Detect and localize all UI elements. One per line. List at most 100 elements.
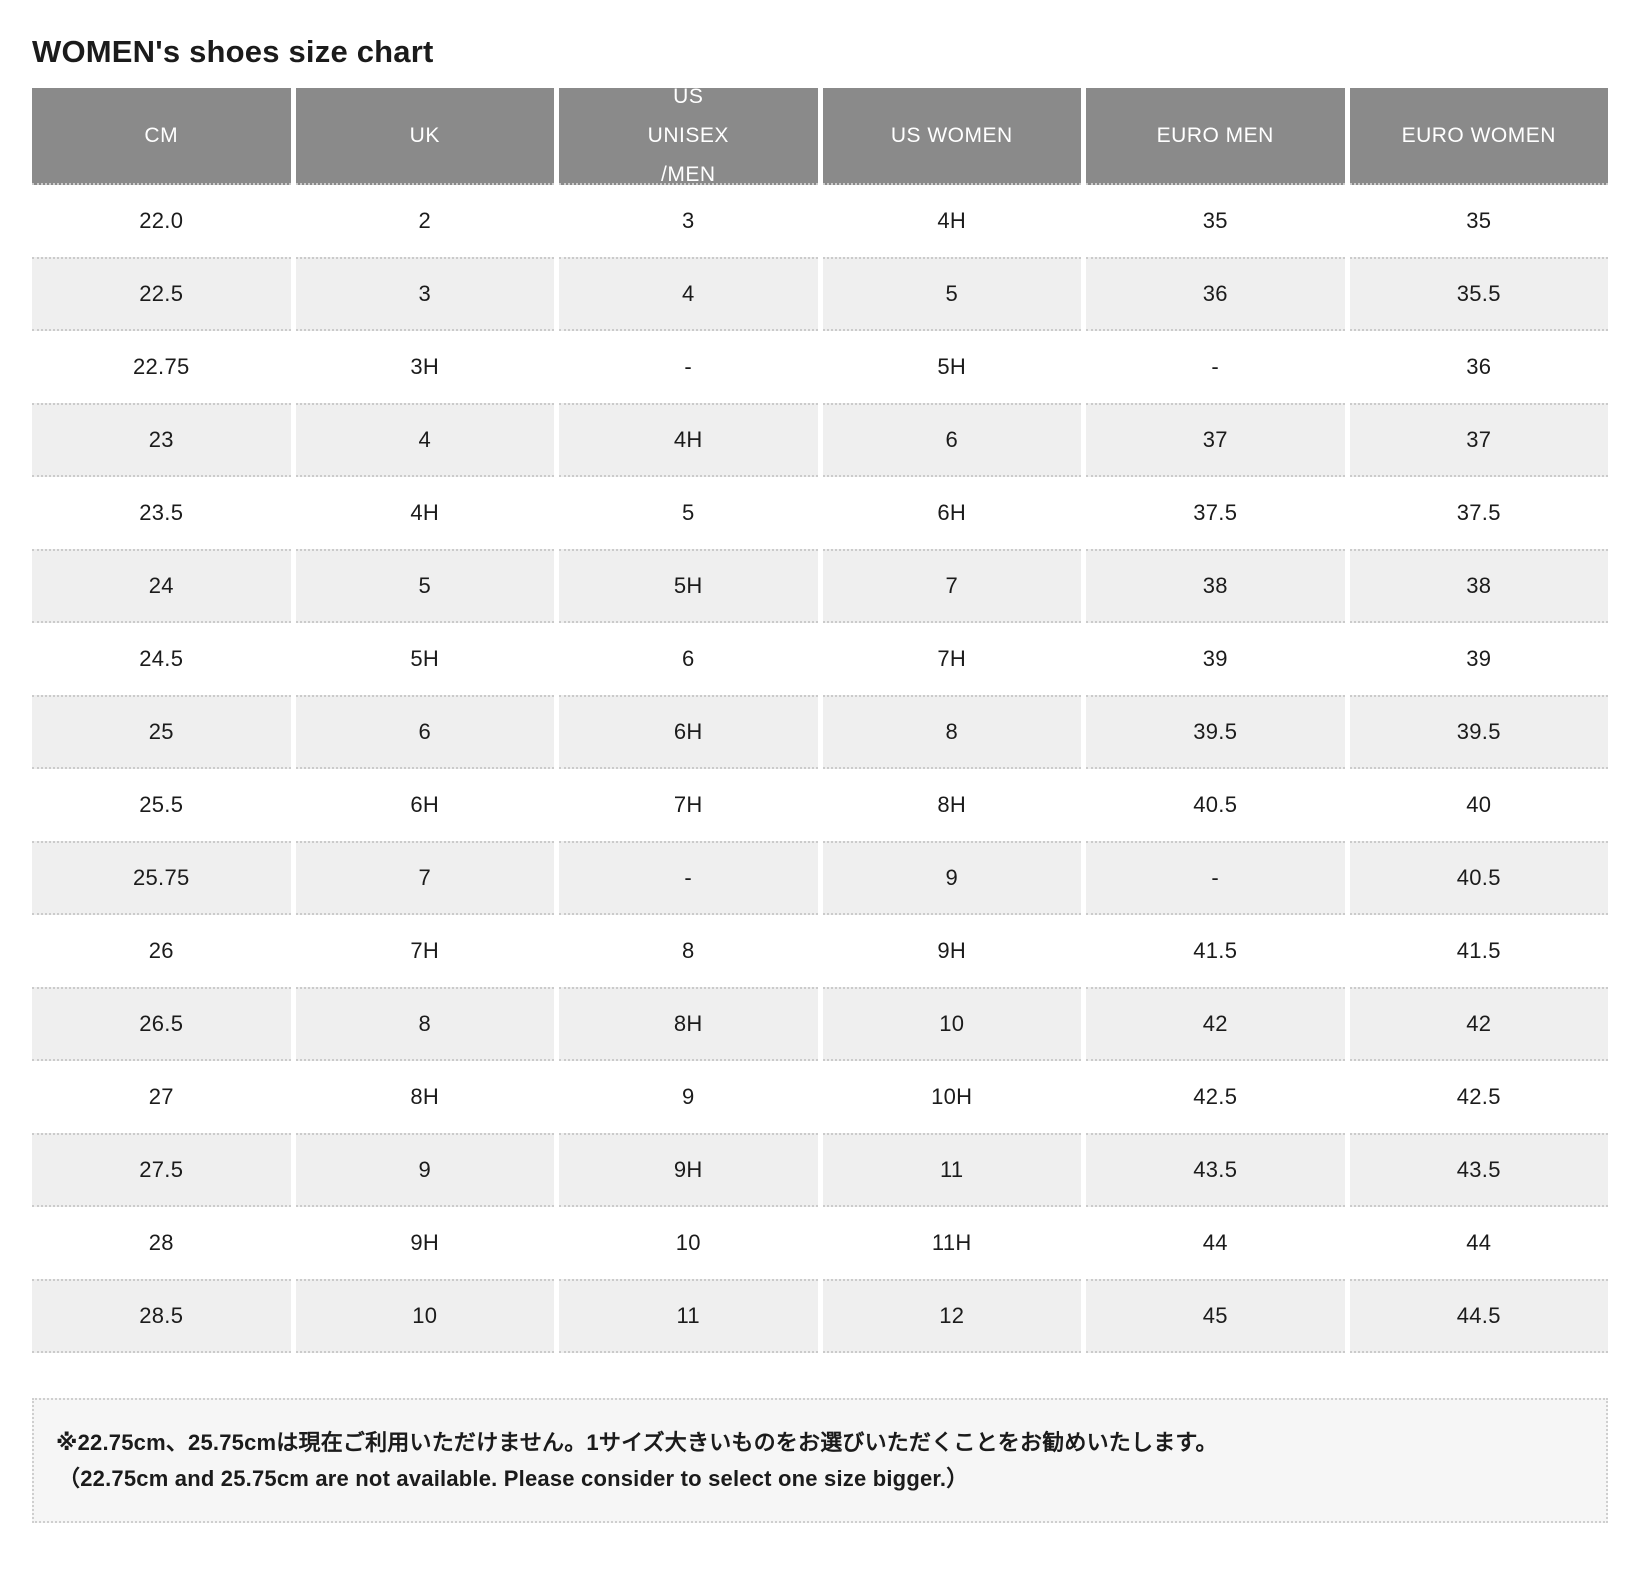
- availability-note: ※22.75cm、25.75cmは現在ご利用いただけません。1サイズ大きいものを…: [32, 1398, 1608, 1523]
- table-cell: 44.5: [1349, 1279, 1608, 1353]
- table-cell: 6: [295, 695, 554, 769]
- table-row: 25 6 6H 8 39.5 39.5: [32, 695, 1608, 769]
- table-cell: 37: [1086, 403, 1345, 477]
- table-cell: 26.5: [32, 987, 291, 1061]
- table-cell: -: [1086, 331, 1345, 405]
- table-cell: 5H: [822, 331, 1081, 405]
- table-cell: 8: [295, 987, 554, 1061]
- table-cell: 40.5: [1349, 841, 1608, 915]
- table-cell: 7H: [822, 623, 1081, 697]
- column-header: EURO WOMEN: [1349, 88, 1608, 185]
- table-cell: 24: [32, 549, 291, 623]
- table-cell: 12: [822, 1279, 1081, 1353]
- table-cell: 4H: [295, 477, 554, 551]
- table-cell: 8H: [559, 987, 818, 1061]
- table-cell: 9H: [295, 1207, 554, 1281]
- table-cell: 25.75: [32, 841, 291, 915]
- note-line-japanese: ※22.75cm、25.75cmは現在ご利用いただけません。1サイズ大きいものを…: [56, 1430, 1218, 1455]
- table-row: 25.5 6H 7H 8H 40.5 40: [32, 769, 1608, 843]
- table-cell: 27.5: [32, 1133, 291, 1207]
- table-cell: 9H: [559, 1133, 818, 1207]
- table-cell: 22.5: [32, 257, 291, 331]
- table-cell: 9H: [822, 915, 1081, 989]
- header-row: CM UK US UNISEX/MEN US WOMEN EURO MEN EURO WOM…: [32, 88, 1608, 185]
- table-cell: 4H: [822, 185, 1081, 259]
- table-cell: 45: [1086, 1279, 1345, 1353]
- table-cell: 36: [1086, 257, 1345, 331]
- table-cell: 4: [559, 257, 818, 331]
- table-cell: 8H: [822, 769, 1081, 843]
- table-cell: 6H: [295, 769, 554, 843]
- table-cell: 7: [822, 549, 1081, 623]
- table-cell: 43.5: [1086, 1133, 1345, 1207]
- table-cell: 4: [295, 403, 554, 477]
- table-cell: 35.5: [1349, 257, 1608, 331]
- table-row: 24.5 5H 6 7H 39 39: [32, 623, 1608, 697]
- table-row: 26.5 8 8H 10 42 42: [32, 987, 1608, 1061]
- table-cell: 41.5: [1086, 915, 1345, 989]
- table-cell: 8: [822, 695, 1081, 769]
- table-cell: 5: [295, 549, 554, 623]
- table-cell: 38: [1086, 549, 1345, 623]
- table-cell: 40.5: [1086, 769, 1345, 843]
- table-cell: 26: [32, 915, 291, 989]
- column-header: CM: [32, 88, 291, 185]
- column-header: US UNISEX/MEN: [559, 88, 818, 185]
- table-cell: 10H: [822, 1061, 1081, 1135]
- table-row: 27.5 9 9H 11 43.5 43.5: [32, 1133, 1608, 1207]
- table-cell: 5: [559, 477, 818, 551]
- table-cell: -: [1086, 841, 1345, 915]
- table-row: 28.5 10 11 12 45 44.5: [32, 1279, 1608, 1353]
- table-row: 23.5 4H 5 6H 37.5 37.5: [32, 477, 1608, 551]
- table-cell: 43.5: [1349, 1133, 1608, 1207]
- table-cell: 10: [295, 1279, 554, 1353]
- table-cell: 3: [295, 257, 554, 331]
- table-row: 25.75 7-9-40.5: [32, 841, 1608, 915]
- table-cell: 35: [1349, 185, 1608, 259]
- table-cell: 5H: [559, 549, 818, 623]
- table-cell: 11H: [822, 1207, 1081, 1281]
- table-body: 22.0 2 3 4H 35 35 22.5 3 4 5 36 35.5 22.75 3H -5H -36 23…: [32, 185, 1608, 1353]
- table-cell: 25.5: [32, 769, 291, 843]
- table-row: 23 4 4H 6 37 37: [32, 403, 1608, 477]
- table-cell: 42.5: [1349, 1061, 1608, 1135]
- table-cell: 22.0: [32, 185, 291, 259]
- table-cell: 24.5: [32, 623, 291, 697]
- table-row: 27 8H 9 10H 42.5 42.5: [32, 1061, 1608, 1135]
- table-cell: 5: [822, 257, 1081, 331]
- table-cell: 40: [1349, 769, 1608, 843]
- table-cell: 39: [1086, 623, 1345, 697]
- table-row: 26 7H 8 9H 41.5 41.5: [32, 915, 1608, 989]
- table-cell: 4H: [559, 403, 818, 477]
- table-cell: 2: [295, 185, 554, 259]
- table-cell: 44: [1086, 1207, 1345, 1281]
- table-cell: 37: [1349, 403, 1608, 477]
- table-cell: 39.5: [1349, 695, 1608, 769]
- table-cell: 6: [559, 623, 818, 697]
- table-cell: 9: [822, 841, 1081, 915]
- table-cell: 3: [559, 185, 818, 259]
- table-cell: 41.5: [1349, 915, 1608, 989]
- table-cell: 7H: [295, 915, 554, 989]
- table-cell: 5H: [295, 623, 554, 697]
- table-cell: 37.5: [1086, 477, 1345, 551]
- table-row: 24 5 5H 7 38 38: [32, 549, 1608, 623]
- column-header: EURO MEN: [1086, 88, 1345, 185]
- column-header: US WOMEN: [822, 88, 1081, 185]
- table-cell: 42.5: [1086, 1061, 1345, 1135]
- table-cell: 10: [822, 987, 1081, 1061]
- table-row: 28 9H 10 11H 44 44: [32, 1207, 1608, 1281]
- table-row: 22.5 3 4 5 36 35.5: [32, 257, 1608, 331]
- table-cell: 44: [1349, 1207, 1608, 1281]
- table-cell: 37.5: [1349, 477, 1608, 551]
- table-cell: 3H: [295, 331, 554, 405]
- table-cell: 28.5: [32, 1279, 291, 1353]
- table-cell: 9: [559, 1061, 818, 1135]
- table-row: 22.0 2 3 4H 35 35: [32, 185, 1608, 259]
- table-cell: 7H: [559, 769, 818, 843]
- table-cell: 8H: [295, 1061, 554, 1135]
- table-cell: 27: [32, 1061, 291, 1135]
- table-cell: 39: [1349, 623, 1608, 697]
- table-cell: 11: [559, 1279, 818, 1353]
